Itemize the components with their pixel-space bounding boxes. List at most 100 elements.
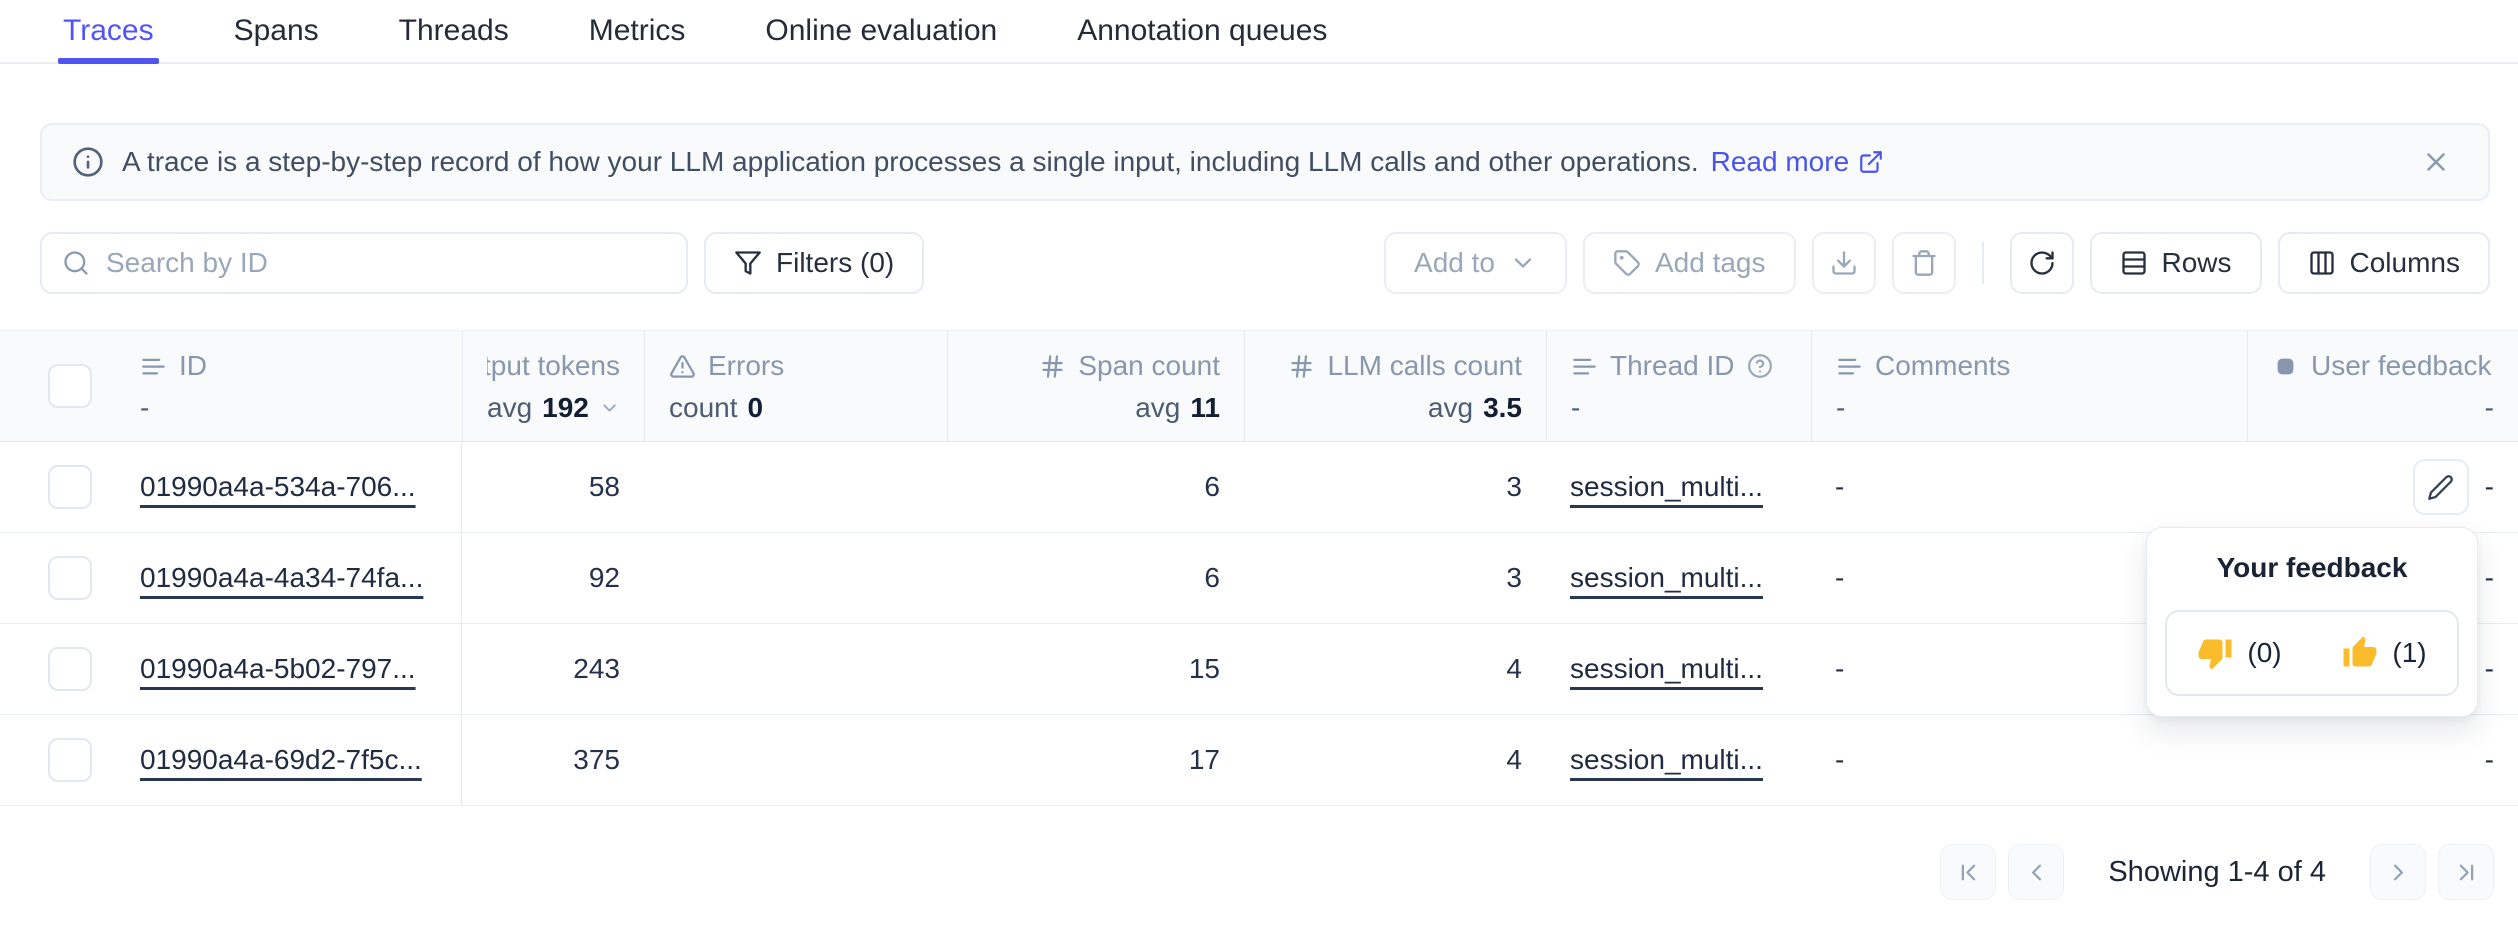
column-header-errors[interactable]: Errors count 0: [644, 331, 947, 441]
row-checkbox[interactable]: [48, 465, 92, 509]
pagination: Showing 1-4 of 4: [40, 844, 2494, 900]
cell-span_count: 17: [947, 715, 1244, 805]
column-header-label-row: Comments: [1836, 349, 2223, 383]
columns-button[interactable]: Columns: [2277, 232, 2490, 294]
column-header-llm_calls_count[interactable]: LLM calls count avg 3.5: [1244, 331, 1546, 441]
cell-output_tokens: 375: [462, 715, 644, 805]
cell-value: -: [1835, 653, 1845, 684]
add-tags-label: Add tags: [1654, 247, 1766, 278]
cell-value: 6: [1204, 562, 1220, 593]
column-header-user_feedback[interactable]: User feedback -: [2247, 331, 2518, 441]
cell-user_feedback: -: [2247, 715, 2518, 805]
tab-annotation-queues[interactable]: Annotation queues: [1072, 0, 1332, 62]
column-header-stat: -: [2272, 392, 2494, 424]
tab-threads[interactable]: Threads: [394, 0, 514, 62]
trace-id-link[interactable]: 01990a4a-69d2-7f5c...: [140, 744, 422, 775]
thread-id-link[interactable]: session_multi...: [1570, 744, 1763, 775]
feedback-options: (0) (1): [2165, 610, 2459, 696]
refresh-button[interactable]: [2009, 232, 2074, 294]
add-tags-button[interactable]: Add tags: [1582, 232, 1796, 294]
column-header-label: Errors: [708, 350, 785, 381]
column-header-stat: -: [1836, 392, 2223, 424]
column-header-label: LLM calls count: [1327, 350, 1522, 381]
cell-value: -: [1835, 562, 1845, 593]
stat-value: 11: [1190, 392, 1220, 423]
row-checkbox[interactable]: [48, 556, 92, 600]
column-header-output_tokens[interactable]: tput tokens avg 192: [462, 331, 644, 441]
tab-traces[interactable]: Traces: [58, 0, 159, 64]
row-checkbox[interactable]: [48, 647, 92, 691]
search-input[interactable]: [104, 246, 666, 280]
cell-llm_calls_count: 3: [1244, 533, 1546, 623]
column-header-label-row: tput tokens: [487, 349, 620, 383]
table-header: ID - tput tokens avg 192 Errors count 0 Span cou…: [0, 330, 2518, 442]
column-header-thread_id[interactable]: Thread ID -: [1546, 331, 1811, 441]
hash-icon: [1039, 353, 1066, 380]
cell-value: 17: [1188, 744, 1220, 775]
cell-id: 01990a4a-5b02-797...: [116, 624, 462, 714]
cell-errors: [644, 533, 947, 623]
filters-button[interactable]: Filters (0): [704, 232, 925, 294]
column-header-stat: count 0: [669, 392, 923, 424]
rows-button[interactable]: Rows: [2089, 232, 2262, 294]
banner-text: A trace is a step-by-step record of how …: [122, 146, 1699, 177]
add-to-button[interactable]: Add to: [1384, 232, 1567, 294]
column-header-comments[interactable]: Comments -: [1811, 331, 2247, 441]
thumbs-up-button[interactable]: (1): [2312, 612, 2457, 694]
trace-id-link[interactable]: 01990a4a-4a34-74fa...: [140, 562, 424, 593]
cell-value: 375: [573, 744, 620, 775]
text-icon: [140, 353, 167, 380]
last-page-button[interactable]: [2438, 844, 2494, 900]
cell-span_count: 6: [947, 533, 1244, 623]
cell-thread_id: session_multi...: [1546, 533, 1811, 623]
warning-icon: [669, 353, 696, 380]
thumbs-down-button[interactable]: (0): [2167, 612, 2312, 694]
cell-output_tokens: 243: [462, 624, 644, 714]
cell-value: 3: [1506, 471, 1522, 502]
export-button[interactable]: [1811, 232, 1876, 294]
chevron-right-icon: [2385, 859, 2412, 886]
column-header-label: Span count: [1078, 350, 1220, 381]
thread-id-link[interactable]: session_multi...: [1570, 653, 1763, 684]
thread-id-link[interactable]: session_multi...: [1570, 471, 1763, 502]
column-header-label-row: LLM calls count: [1269, 349, 1522, 383]
tab-online-evaluation[interactable]: Online evaluation: [760, 0, 1002, 62]
thread-id-link[interactable]: session_multi...: [1570, 562, 1763, 593]
edit-feedback-button[interactable]: [2412, 459, 2469, 515]
column-header-span_count[interactable]: Span count avg 11: [947, 331, 1244, 441]
cell-errors: [644, 715, 947, 805]
stat-value: 192: [542, 392, 589, 423]
trace-id-link[interactable]: 01990a4a-534a-706...: [140, 471, 416, 502]
trace-id-link[interactable]: 01990a4a-5b02-797...: [140, 653, 416, 684]
external-link-icon: [1858, 149, 1884, 175]
refresh-icon: [2028, 249, 2056, 277]
cell-value: -: [2484, 562, 2494, 593]
cell-comments: -: [1811, 715, 2247, 805]
close-banner-button[interactable]: [2414, 140, 2458, 184]
next-page-button[interactable]: [2370, 844, 2426, 900]
stat-value: -: [1571, 392, 1581, 423]
select-all-checkbox[interactable]: [48, 364, 92, 408]
column-header-label-row: ID: [140, 349, 438, 383]
column-header-id[interactable]: ID -: [116, 331, 462, 441]
table-row: 01990a4a-69d2-7f5c... 375 17 4 session_multi…: [0, 715, 2518, 806]
stat-value: 3.5: [1483, 392, 1522, 423]
delete-button[interactable]: [1891, 232, 1956, 294]
filters-label: Filters (0): [776, 247, 895, 278]
tab-metrics[interactable]: Metrics: [584, 0, 691, 62]
cell-llm_calls_count: 4: [1244, 715, 1546, 805]
read-more-link[interactable]: Read more: [1711, 146, 1885, 178]
cell-llm_calls_count: 4: [1244, 624, 1546, 714]
column-header-stat: avg 11: [972, 392, 1220, 424]
column-header-stat: avg 3.5: [1269, 392, 1522, 424]
previous-page-button[interactable]: [2008, 844, 2065, 900]
tab-spans[interactable]: Spans: [229, 0, 324, 62]
first-page-button[interactable]: [1940, 844, 1997, 900]
stat-prefix: avg: [487, 392, 533, 423]
info-icon: [72, 146, 104, 178]
cell-value: 243: [573, 653, 620, 684]
cell-user_feedback: -: [2247, 442, 2518, 532]
row-checkbox[interactable]: [48, 738, 92, 782]
column-header-label: ID: [179, 350, 207, 381]
